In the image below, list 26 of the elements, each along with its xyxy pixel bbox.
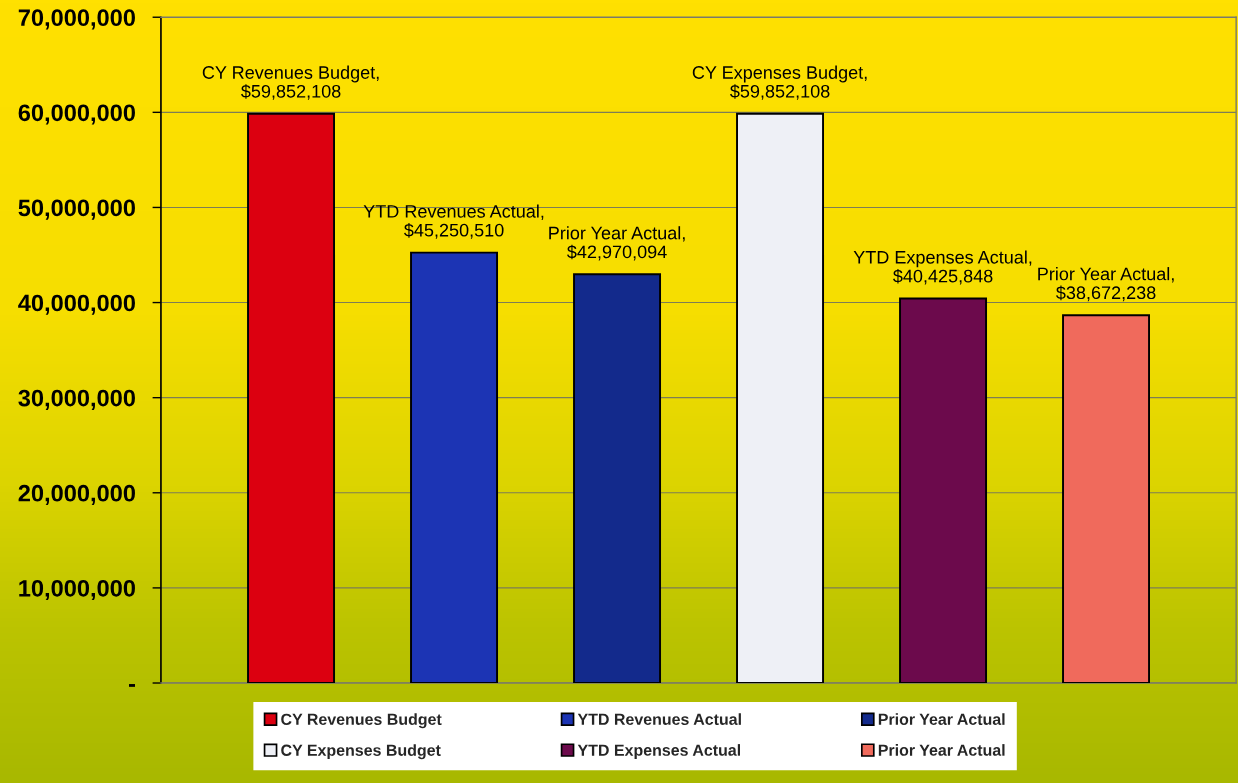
y-tick-label: 60,000,000 — [18, 104, 135, 125]
bar — [410, 251, 499, 684]
bar — [1062, 314, 1151, 684]
data-label: YTD Revenues Actual, $45,250,510 — [363, 204, 544, 239]
y-tick-label: - — [129, 684, 135, 687]
y-tick-label: 10,000,000 — [19, 579, 135, 601]
legend-label: YTD Revenues Actual — [577, 713, 741, 725]
legend-label: YTD Expenses Actual — [577, 744, 741, 759]
data-label: CY Revenues Budget, $59,852,108 — [202, 65, 379, 100]
data-label: Prior Year Actual, $42,970,094 — [549, 226, 685, 261]
bar — [899, 297, 988, 684]
data-label: CY Expenses Budget, $59,852,108 — [692, 65, 867, 100]
y-tick-label: 50,000,000 — [18, 199, 135, 220]
legend-label: CY Revenues Budget — [281, 713, 442, 729]
y-tick-label: 30,000,000 — [18, 389, 135, 410]
data-label: YTD Expenses Actual, $40,425,848 — [853, 250, 1032, 285]
y-tick-label: 70,000,000 — [18, 9, 135, 30]
bar — [247, 112, 336, 684]
bar — [573, 273, 662, 684]
legend-label: Prior Year Actual — [878, 744, 1005, 756]
y-tick-label: 20,000,000 — [18, 484, 135, 505]
y-tick-label: 40,000,000 — [18, 294, 135, 315]
legend-label: Prior Year Actual — [878, 713, 1005, 725]
data-label: Prior Year Actual, $38,672,238 — [1038, 267, 1174, 302]
legend-label: CY Expenses Budget — [281, 744, 441, 760]
bar — [736, 112, 825, 684]
